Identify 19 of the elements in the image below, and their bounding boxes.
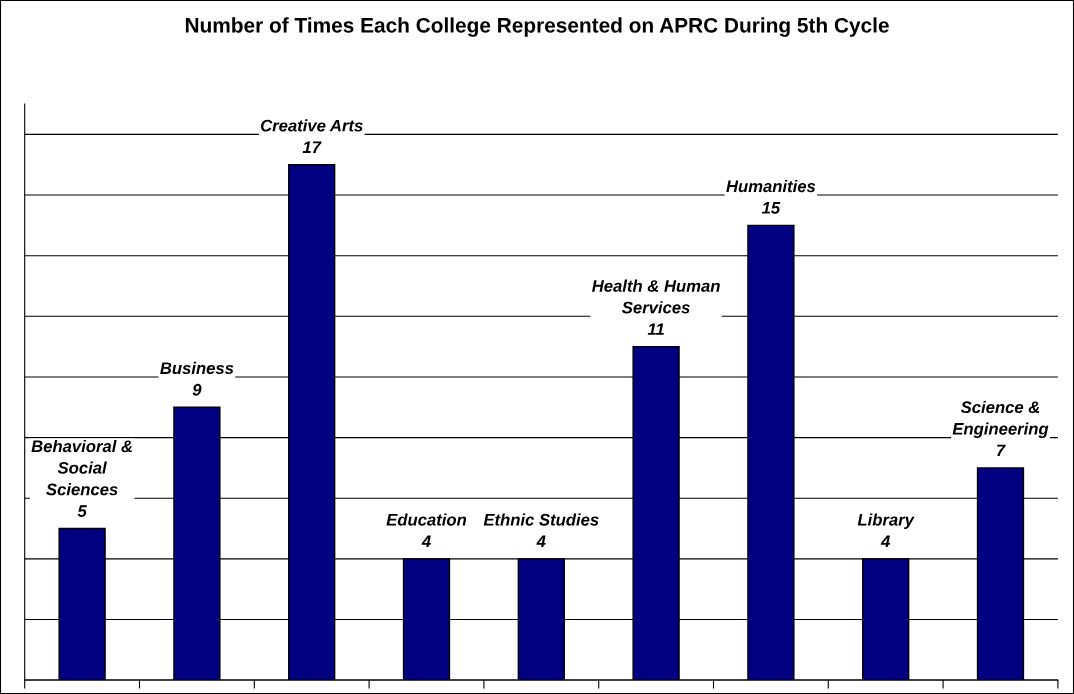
data-label: 15 bbox=[761, 202, 781, 214]
data-label: 5 bbox=[77, 505, 87, 517]
data-label: 11 bbox=[647, 323, 664, 335]
data-label: 4 bbox=[421, 535, 431, 548]
x-tick-label: Science & Engineering bbox=[952, 400, 1049, 438]
x-tick-label: Library bbox=[857, 513, 915, 529]
chart-title: Number of Times Each College Represented on APRC During 5th Cycle bbox=[185, 17, 889, 37]
x-tick-label: Health & Human Services bbox=[592, 279, 720, 314]
x-tick-label: Business bbox=[160, 361, 234, 375]
x-tick-label: Behavioral & Social Sciences bbox=[31, 439, 132, 496]
x-tick-label: Education bbox=[386, 513, 467, 526]
x-tick-label: Humanities bbox=[726, 179, 816, 193]
x-tick-label: Creative Arts bbox=[260, 119, 363, 132]
data-label: 7 bbox=[997, 444, 1006, 457]
data-label: 4 bbox=[536, 535, 546, 548]
data-label: 17 bbox=[302, 141, 322, 153]
data-label: 4 bbox=[880, 535, 891, 548]
data-label: 9 bbox=[192, 383, 202, 396]
x-tick-label: Ethnic Studies bbox=[483, 513, 599, 526]
